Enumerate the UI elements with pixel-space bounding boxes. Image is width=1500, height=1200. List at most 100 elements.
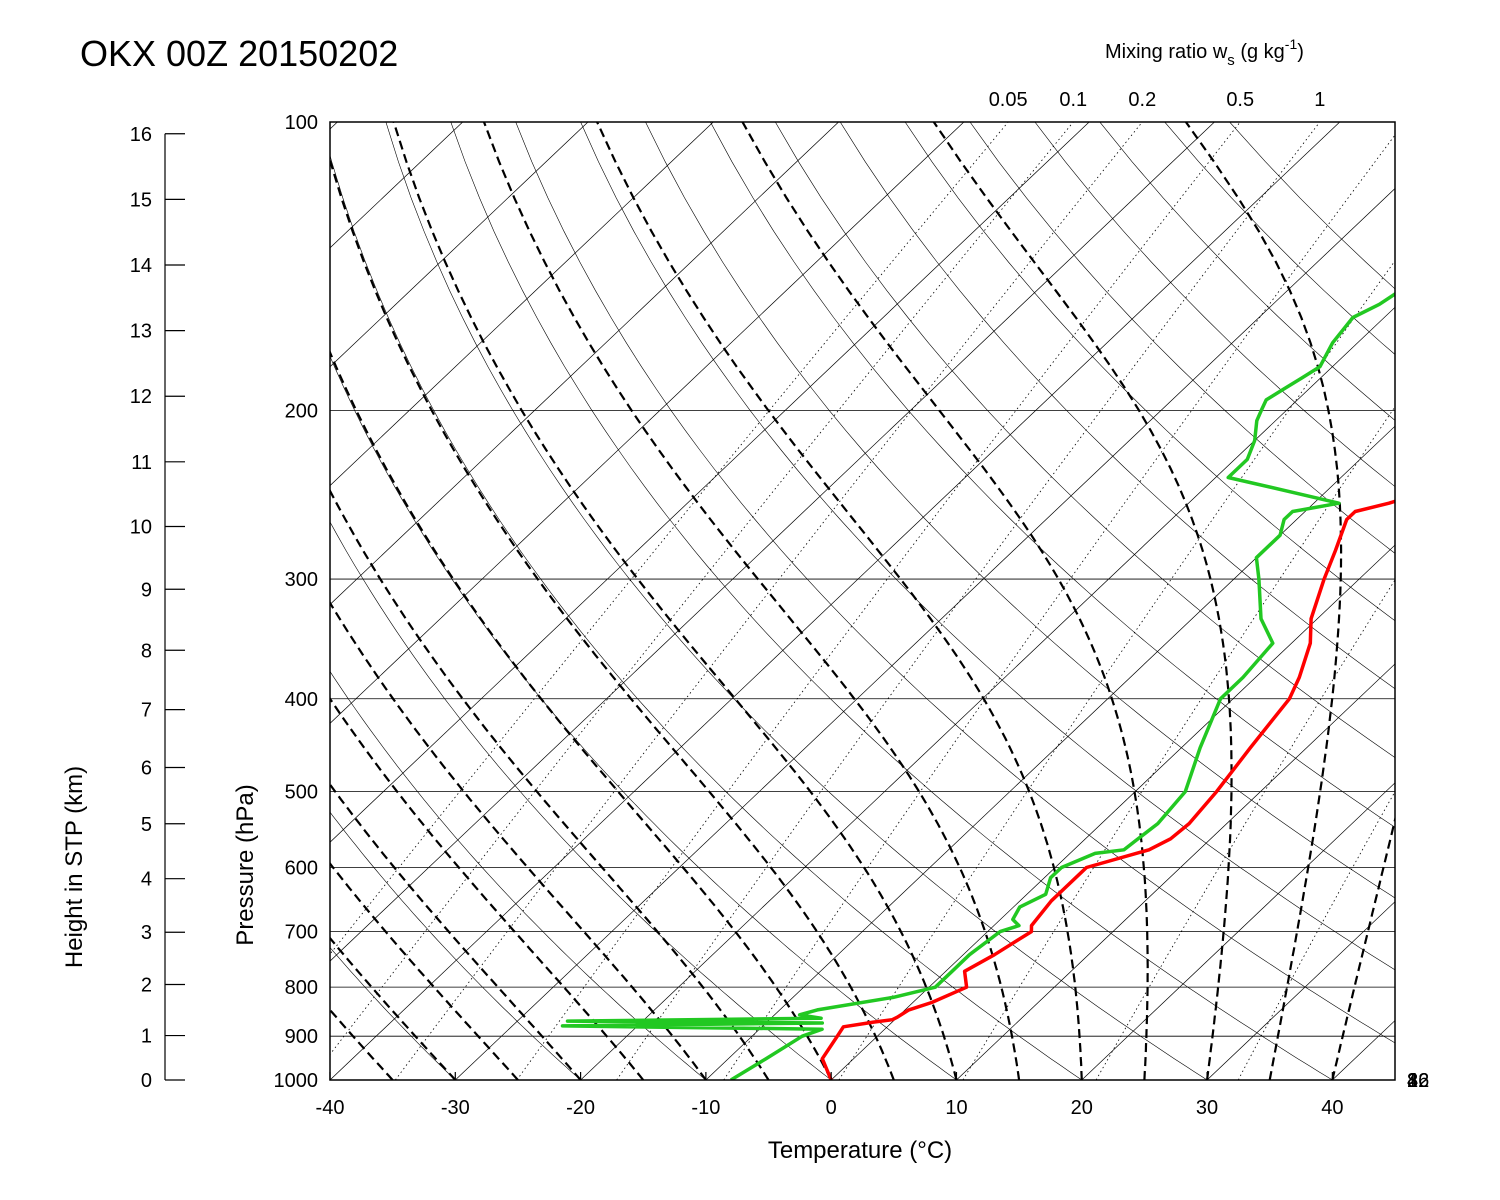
pressure-tick-label: 500 (285, 782, 318, 804)
dry-adiabat-line (710, 122, 1395, 828)
dry-adiabat-line (450, 122, 1333, 1080)
moist-adiabat-line (330, 696, 645, 1080)
chart-title: OKX 00Z 20150202 (80, 33, 398, 74)
mixing-ratio-line (723, 134, 1395, 1080)
pressure-tick-label: 400 (285, 689, 318, 711)
height-tick-label: 3 (141, 922, 152, 944)
mixing-ratio-line (394, 122, 1143, 1080)
x-tick-label: 40 (1321, 1097, 1343, 1119)
mixing-ratio-label: 0.05 (989, 89, 1028, 111)
dry-adiabat-line (330, 521, 832, 1080)
axes: -40 -30 -20 -10 0 10 20 30 401002003004005006007… (130, 89, 1430, 1119)
pressure-tick-label: 1000 (274, 1070, 319, 1092)
isotherm-line (1332, 1020, 1395, 1080)
x-tick-label: -30 (441, 1097, 470, 1119)
dry-adiabat-line (1099, 122, 1395, 421)
mixing-ratio-title: Mixing ratio ws (g kg-1) (1105, 36, 1304, 69)
moist-adiabat-line (330, 155, 895, 1080)
moist-adiabat-line (330, 1008, 394, 1080)
x-tick-label: 0 (826, 1097, 837, 1119)
moist-adiabat-line (596, 122, 1083, 1080)
dry-adiabat-line (1034, 122, 1395, 487)
x-tick-label: 20 (1071, 1097, 1093, 1119)
height-tick-label: 8 (141, 640, 152, 662)
pressure-tick-label: 900 (285, 1026, 318, 1048)
mixing-ratio-label: 4 (1407, 1070, 1418, 1092)
mixing-ratio-label: 0.2 (1128, 89, 1156, 111)
height-tick-label: 11 (131, 452, 152, 474)
height-tick-label: 12 (130, 386, 152, 408)
isotherm-line (330, 122, 589, 368)
moist-adiabat-line (1331, 815, 1395, 1080)
isotherm-line (705, 425, 1395, 1080)
pressure-tick-label: 600 (285, 857, 318, 879)
height-tick-label: 13 (130, 321, 152, 343)
mixing-ratio-label: 1 (1314, 89, 1325, 111)
plot-frame (329, 121, 1396, 1081)
mixing-ratio-line (838, 260, 1395, 1080)
mixing-ratio-label: 8 (1407, 1070, 1418, 1092)
isotherm-line (1206, 901, 1395, 1080)
isotherm-line (330, 122, 839, 605)
mixing-ratio-label: 0.5 (1226, 89, 1254, 111)
height-tick-label: 10 (130, 516, 152, 538)
pressure-tick-label: 200 (285, 400, 318, 422)
x-tick-label: 10 (945, 1097, 967, 1119)
dewpoint-profile (560, 291, 1395, 1080)
isotherm-line (0, 122, 212, 1080)
isotherm-line (330, 122, 965, 724)
isotherm-line (455, 187, 1395, 1080)
mixing-ratio-line (330, 122, 1074, 1056)
dry-adiabat-line (839, 122, 1395, 690)
height-tick-label: 2 (141, 975, 152, 997)
dry-adiabat-line (330, 355, 957, 1080)
isotherm-line (330, 122, 1215, 962)
height-tick-label: 16 (130, 124, 152, 146)
moist-adiabat-line (330, 349, 833, 1080)
moist-adiabat-line (932, 122, 1233, 1080)
y-axis-label: Pressure (hPa) (232, 784, 259, 945)
dry-adiabat-line (580, 122, 1395, 971)
pressure-tick-label: 800 (285, 977, 318, 999)
moist-adiabat-line (330, 861, 519, 1080)
x-tick-label: -20 (566, 1097, 595, 1119)
moist-adiabat-line (330, 782, 582, 1080)
isotherm-line (330, 122, 1340, 1080)
x-tick-label: -40 (316, 1097, 345, 1119)
mixing-ratio-label: 16 (1407, 1070, 1429, 1092)
dry-adiabat-line (385, 122, 1208, 1080)
height-tick-label: 4 (141, 869, 152, 891)
mixing-ratio-label: 0.1 (1059, 89, 1087, 111)
height-tick-label: 0 (141, 1070, 152, 1092)
mixing-ratio-line (330, 122, 1009, 955)
isotherm-line (330, 122, 1090, 843)
thermo-grid (0, 122, 1395, 1080)
moist-adiabat-line (330, 936, 457, 1080)
height-tick-label: 1 (141, 1026, 152, 1048)
moist-adiabat-line (741, 122, 1149, 1080)
isotherm-line (580, 306, 1395, 1080)
dry-adiabat-line (515, 122, 1395, 1044)
moist-adiabat-line (392, 122, 958, 1080)
x-tick-label: 30 (1196, 1097, 1218, 1119)
isotherm-line (830, 544, 1395, 1080)
pressure-tick-label: 100 (285, 112, 318, 134)
dry-adiabat-line (330, 947, 456, 1080)
height-tick-label: 9 (141, 579, 152, 601)
dry-adiabat-line (330, 811, 581, 1080)
height-tick-label: 5 (141, 814, 152, 836)
pressure-tick-label: 700 (285, 922, 318, 944)
dry-adiabat-line (904, 122, 1395, 622)
mixing-ratio-line (1095, 579, 1395, 1080)
moist-adiabat-line (330, 488, 770, 1080)
dry-adiabat-line (969, 122, 1395, 554)
height-tick-label: 6 (141, 757, 152, 779)
height-tick-label: 15 (130, 189, 152, 211)
sounding-profiles (560, 291, 1395, 1080)
dry-adiabat-line (645, 122, 1395, 899)
mixing-ratio-line (516, 122, 1241, 1080)
x-tick-label: -10 (691, 1097, 720, 1119)
moist-adiabat-line (330, 600, 707, 1080)
